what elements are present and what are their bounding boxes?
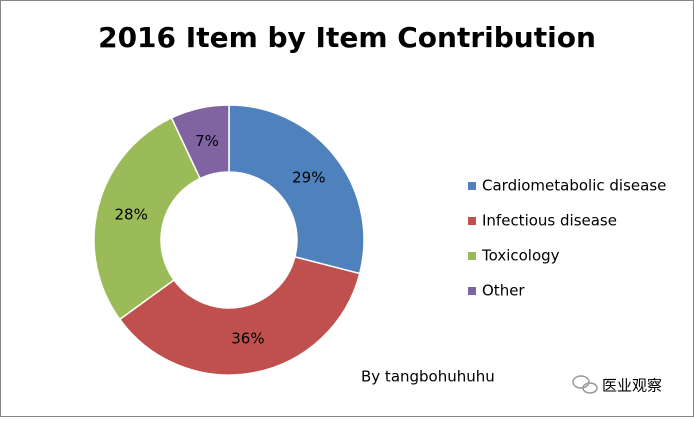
data-label: 28%: [115, 205, 148, 223]
data-label: 7%: [195, 132, 219, 150]
legend-label: Toxicology: [481, 247, 560, 265]
watermark-icon: [572, 375, 598, 394]
donut-slice: [170, 104, 230, 180]
data-label: 29%: [292, 169, 325, 187]
legend-label: Other: [482, 282, 525, 300]
watermark: 医业观察: [602, 377, 662, 395]
legend-swatch: [468, 287, 476, 295]
legend-label: Cardiometabolic disease: [482, 177, 666, 195]
annotation: By tangbohuhuhu: [361, 368, 495, 386]
donut-slice: [93, 116, 202, 321]
legend-swatch: [468, 217, 476, 225]
donut-slice: [118, 255, 361, 376]
chart-title: 2016 Item by Item Contribution: [98, 21, 596, 54]
legend-swatch: [468, 182, 476, 190]
data-label: 36%: [231, 330, 264, 348]
legend-swatch: [468, 252, 476, 260]
legend-label: Infectious disease: [482, 212, 617, 230]
donut-slice: [228, 104, 365, 275]
